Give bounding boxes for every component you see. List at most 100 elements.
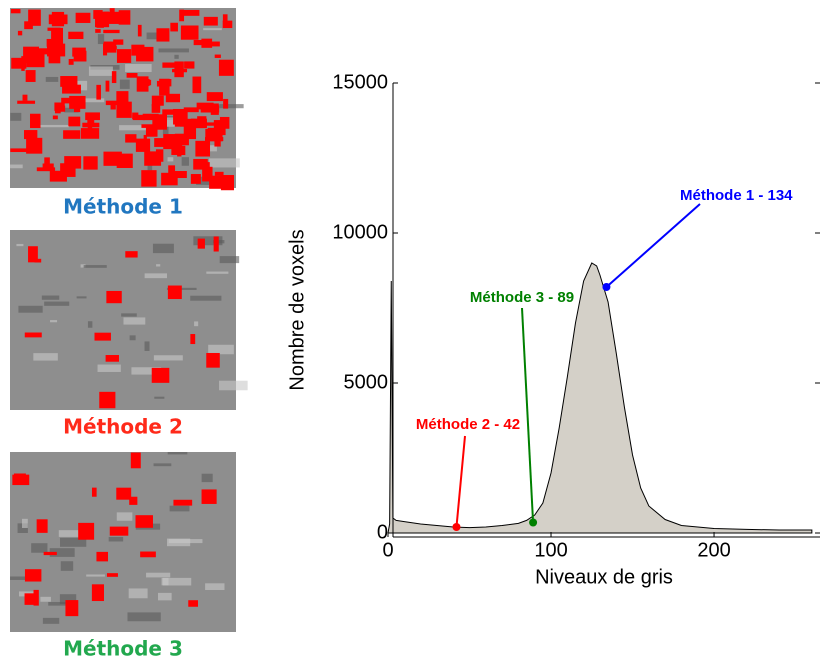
red-region <box>203 16 218 26</box>
red-region <box>222 14 228 22</box>
red-region <box>24 569 42 582</box>
red-region <box>220 175 235 191</box>
red-region <box>162 109 179 115</box>
red-region <box>12 474 30 486</box>
texture <box>127 612 161 622</box>
red-region <box>179 118 196 124</box>
texture <box>131 367 162 375</box>
red-region <box>24 593 39 605</box>
texture <box>153 463 172 467</box>
red-region <box>174 61 184 78</box>
red-region <box>68 116 81 127</box>
red-region <box>155 149 164 162</box>
red-region <box>54 27 64 40</box>
texture <box>219 104 244 109</box>
texture <box>174 54 179 59</box>
texture <box>194 321 199 327</box>
red-region <box>163 134 178 150</box>
red-region <box>137 24 142 37</box>
red-region <box>83 156 98 170</box>
texture <box>83 265 107 268</box>
red-region <box>118 10 131 25</box>
annotation-arrow <box>521 307 535 523</box>
red-region <box>174 121 188 127</box>
x-tick-label: 200 <box>697 539 730 561</box>
red-region <box>188 600 198 607</box>
texture <box>147 164 153 174</box>
texture <box>88 66 113 76</box>
texture <box>119 79 130 89</box>
red-region <box>125 251 138 258</box>
red-region <box>105 100 120 106</box>
red-region <box>51 30 58 43</box>
texture <box>153 355 183 361</box>
red-region <box>111 71 117 84</box>
x-axis-label: Niveaux de gris <box>535 566 673 588</box>
red-region <box>116 153 133 168</box>
red-region <box>68 58 74 65</box>
red-region <box>95 29 101 33</box>
texture <box>60 537 87 547</box>
texture <box>17 523 28 534</box>
red-region <box>179 9 185 22</box>
texture <box>40 596 51 602</box>
red-region <box>36 167 56 172</box>
red-region <box>180 25 199 40</box>
red-region <box>47 43 66 57</box>
y-axis-label: Nombre de voxels <box>286 229 308 390</box>
red-region <box>140 551 156 558</box>
annotation-point <box>602 283 611 291</box>
texture <box>42 617 60 624</box>
texture <box>121 313 137 317</box>
red-region <box>54 102 65 111</box>
texture <box>97 34 105 45</box>
red-region <box>44 157 50 166</box>
red-region <box>47 27 61 31</box>
texture <box>208 344 234 355</box>
texture <box>144 273 168 279</box>
texture <box>144 341 150 351</box>
red-region <box>99 391 116 409</box>
red-region <box>10 9 21 14</box>
annotation-point <box>529 518 538 527</box>
red-region <box>177 149 182 157</box>
red-region <box>54 109 61 114</box>
texture <box>119 125 152 131</box>
red-region <box>131 44 145 56</box>
texture <box>10 112 22 121</box>
red-region <box>103 41 117 53</box>
red-region <box>75 12 91 23</box>
red-region <box>154 138 164 147</box>
red-region <box>193 158 208 170</box>
red-region <box>61 97 77 104</box>
red-region <box>109 526 129 536</box>
texture <box>158 48 189 53</box>
texture <box>16 243 24 247</box>
texture <box>146 32 165 40</box>
red-region <box>206 352 220 368</box>
red-region <box>106 290 122 304</box>
annotation-arrow <box>455 435 466 528</box>
texture <box>33 353 58 361</box>
red-region <box>136 76 149 92</box>
red-region <box>200 105 220 113</box>
red-region <box>206 92 223 102</box>
red-region <box>145 127 158 137</box>
red-region <box>48 14 68 25</box>
red-region <box>180 9 200 16</box>
texture <box>49 548 75 557</box>
red-region <box>93 10 103 19</box>
red-region <box>132 114 145 121</box>
red-region <box>96 15 104 28</box>
texture <box>21 518 28 528</box>
red-region <box>105 355 119 362</box>
red-region <box>214 171 224 176</box>
red-region <box>28 246 38 263</box>
red-region <box>63 130 81 139</box>
texture <box>31 543 48 553</box>
red-region <box>11 57 27 69</box>
texture <box>41 295 60 300</box>
texture <box>44 301 70 306</box>
red-region <box>195 140 211 157</box>
